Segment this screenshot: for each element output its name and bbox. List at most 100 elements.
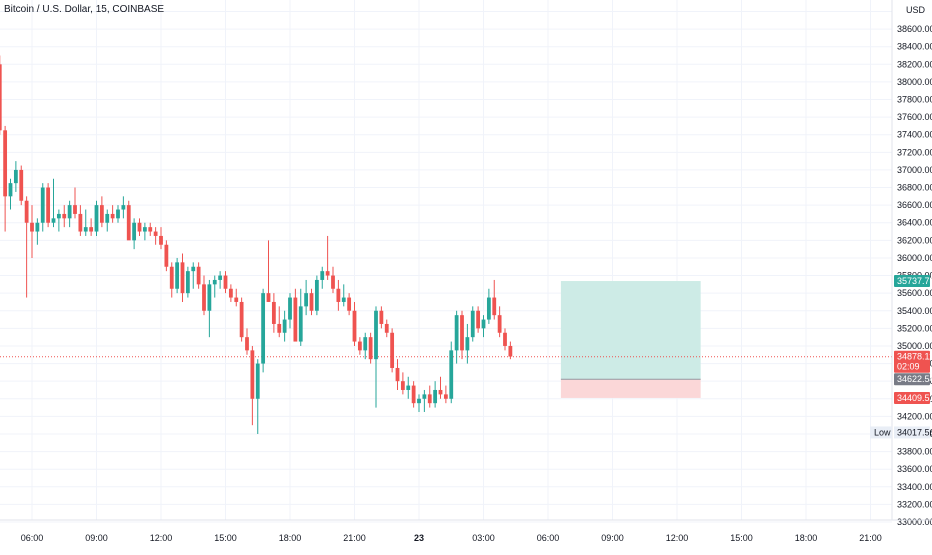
price-tick-label: 35600.00 bbox=[897, 288, 932, 298]
candle-body bbox=[304, 293, 309, 307]
price-tick-label: 33000.00 bbox=[897, 517, 932, 527]
candle-body bbox=[116, 209, 120, 219]
candle-body bbox=[379, 310, 384, 324]
candle-body bbox=[325, 271, 330, 276]
candle-body bbox=[56, 213, 61, 219]
time-tick-label: 06:00 bbox=[537, 533, 560, 543]
target-tag-background bbox=[894, 275, 930, 288]
candle-body bbox=[470, 310, 475, 338]
candle-down bbox=[78, 205, 83, 236]
bar-countdown: 02:09 bbox=[897, 362, 920, 372]
candle-body bbox=[293, 297, 298, 342]
candle-down bbox=[336, 279, 341, 311]
candle-body bbox=[223, 275, 228, 289]
candle-body bbox=[30, 222, 34, 232]
candle-up bbox=[449, 341, 454, 404]
candle-down bbox=[89, 218, 94, 236]
currency-label[interactable]: USD bbox=[906, 5, 926, 15]
low-price-tag: Low 34017.56 bbox=[870, 426, 932, 439]
candle-body bbox=[261, 293, 266, 364]
time-tick-label: 03:00 bbox=[472, 533, 495, 543]
candle-body bbox=[449, 350, 454, 399]
candle-up bbox=[341, 284, 346, 307]
candle-body bbox=[121, 205, 126, 210]
price-tick-label: 36400.00 bbox=[897, 218, 932, 228]
candle-up bbox=[191, 262, 196, 289]
candlesticks bbox=[0, 55, 513, 434]
low-name-background bbox=[870, 426, 892, 439]
candle-body bbox=[443, 394, 448, 399]
price-tick-label: 34200.00 bbox=[897, 411, 932, 421]
candle-down bbox=[180, 253, 185, 302]
candle-body bbox=[288, 297, 292, 320]
profit-zone[interactable] bbox=[560, 281, 701, 380]
candle-body bbox=[465, 337, 470, 351]
stop-tag-background bbox=[894, 391, 930, 404]
candle-up bbox=[481, 315, 486, 338]
price-tick-label: 35400.00 bbox=[897, 306, 932, 316]
price-tick-label: 38600.00 bbox=[897, 24, 932, 34]
candle-body bbox=[196, 266, 201, 285]
long-position-tool[interactable] bbox=[560, 281, 701, 398]
low-price-label: 34017.56 bbox=[897, 427, 932, 437]
candle-body bbox=[352, 310, 357, 342]
candle-up bbox=[261, 288, 266, 373]
candle-down bbox=[62, 205, 67, 228]
candle-body bbox=[277, 323, 282, 333]
candle-up bbox=[288, 293, 292, 329]
candle-up bbox=[207, 279, 212, 338]
candle-body bbox=[406, 385, 411, 390]
candle-down bbox=[476, 306, 481, 333]
symbol-title[interactable]: Bitcoin / U.S. Dollar, 15, COINBASE bbox=[4, 4, 164, 15]
candle-body bbox=[347, 297, 352, 311]
candle-body bbox=[314, 279, 319, 311]
candle-body bbox=[336, 288, 341, 302]
candle-body bbox=[234, 297, 239, 302]
candle-up bbox=[304, 279, 309, 316]
candle-down bbox=[266, 240, 271, 302]
candle-up bbox=[422, 389, 427, 412]
candle-body bbox=[486, 297, 491, 320]
price-tick-label: 37400.00 bbox=[897, 130, 932, 140]
candle-up bbox=[363, 332, 368, 360]
candle-up bbox=[51, 178, 56, 228]
entry-tag-background bbox=[894, 373, 930, 386]
candle-down bbox=[99, 196, 104, 228]
time-tick-labels: 06:00 09:00 12:00 15:00 18:00 21:00 23 03:00 06:… bbox=[21, 533, 882, 543]
candle-down bbox=[202, 275, 206, 316]
candle-down bbox=[400, 372, 405, 395]
candle-down bbox=[0, 55, 2, 135]
candle-body bbox=[395, 367, 400, 382]
current-price-label: 34878.11 bbox=[897, 352, 932, 362]
time-tick-label: 12:00 bbox=[666, 533, 689, 543]
price-tick-label: 36000.00 bbox=[897, 253, 932, 263]
candle-down bbox=[411, 381, 416, 408]
price-axis[interactable]: 33000.00 33200.00 33400.00 33600.00 33800.00… bbox=[891, 0, 932, 527]
candle-up bbox=[486, 288, 491, 324]
candle-down bbox=[137, 218, 142, 236]
candle-down bbox=[352, 301, 357, 346]
price-tick-label: 36200.00 bbox=[897, 235, 932, 245]
low-label: Low bbox=[874, 427, 891, 437]
candle-down bbox=[234, 288, 239, 307]
candle-down bbox=[153, 227, 158, 245]
loss-zone[interactable] bbox=[560, 379, 701, 398]
candle-body bbox=[185, 271, 190, 294]
candle-body bbox=[35, 222, 40, 232]
candle-down bbox=[325, 235, 330, 280]
time-axis[interactable]: 06:00 09:00 12:00 15:00 18:00 21:00 23 03:00 06:… bbox=[0, 519, 932, 543]
candle-down bbox=[3, 125, 8, 232]
candle-down bbox=[73, 187, 77, 219]
candle-body bbox=[245, 337, 249, 351]
candle-down bbox=[164, 240, 169, 272]
candle-down bbox=[460, 310, 464, 360]
candle-body bbox=[417, 398, 421, 404]
candle-body bbox=[89, 227, 94, 232]
candle-body bbox=[83, 227, 88, 232]
candle-down bbox=[427, 385, 432, 408]
candle-body bbox=[400, 381, 405, 390]
candle-body bbox=[94, 205, 99, 232]
price-tick-label: 33400.00 bbox=[897, 482, 932, 492]
